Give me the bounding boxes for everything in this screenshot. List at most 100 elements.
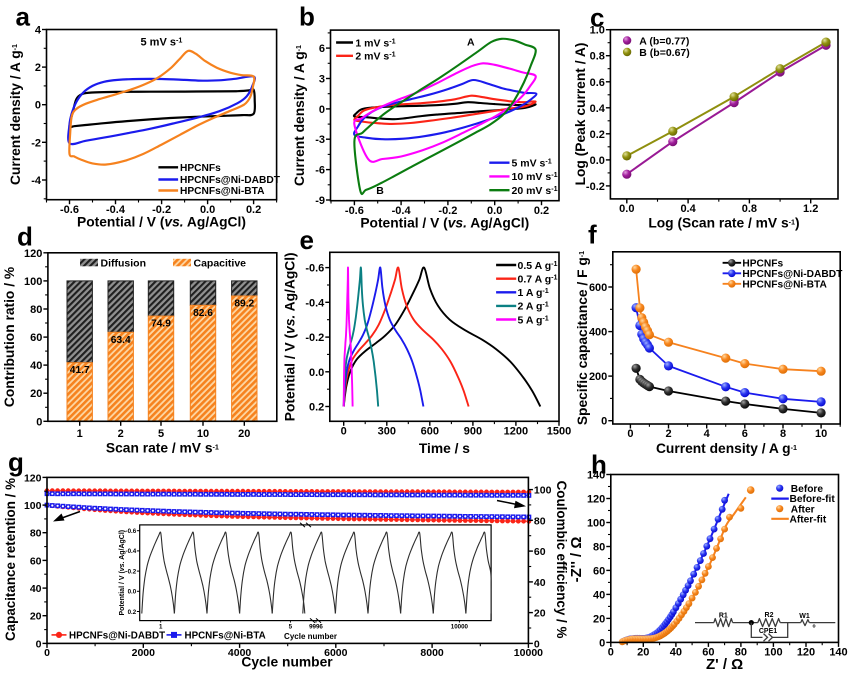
svg-text:Scan rate / mV s-1: Scan rate / mV s-1 — [106, 441, 219, 456]
svg-text:Coulombic efficiency / %: Coulombic efficiency / % — [554, 481, 569, 639]
svg-text:-6: -6 — [315, 165, 325, 177]
svg-text:200: 200 — [589, 371, 607, 383]
svg-text:900: 900 — [464, 426, 482, 438]
svg-text:80: 80 — [534, 515, 546, 527]
svg-text:8: 8 — [780, 428, 786, 440]
svg-text:-Z'' / Ω: -Z'' / Ω — [568, 537, 585, 583]
svg-text:80: 80 — [593, 542, 605, 554]
svg-text:-4: -4 — [31, 175, 42, 187]
svg-text:2000: 2000 — [132, 647, 156, 659]
svg-text:f: f — [588, 220, 597, 250]
svg-text:W1: W1 — [799, 613, 810, 620]
svg-text:80: 80 — [30, 528, 42, 540]
svg-text:5 A g-1: 5 A g-1 — [518, 313, 549, 326]
svg-text:A: A — [467, 37, 475, 49]
svg-text:3: 3 — [319, 74, 325, 86]
svg-text:e: e — [300, 225, 314, 255]
svg-text:0.0: 0.0 — [128, 589, 137, 596]
svg-text:20: 20 — [637, 647, 649, 659]
svg-text:40: 40 — [534, 577, 546, 589]
svg-text:1: 1 — [77, 428, 83, 440]
svg-text:Current density / A g-1: Current density / A g-1 — [656, 441, 797, 456]
svg-text:10: 10 — [197, 428, 209, 440]
svg-text:Potential / V (vs. Ag/AgCl): Potential / V (vs. Ag/AgCl) — [360, 216, 529, 231]
svg-text:80: 80 — [735, 647, 747, 659]
svg-text:A (b=0.77): A (b=0.77) — [639, 35, 689, 47]
svg-text:600: 600 — [421, 426, 439, 438]
svg-text:B: B — [376, 185, 384, 197]
svg-text:h: h — [591, 450, 607, 480]
svg-text:140: 140 — [587, 470, 605, 482]
svg-text:HPCNFs@Ni-BTA: HPCNFs@Ni-BTA — [180, 186, 265, 197]
svg-text:HPCNFs@Ni-BTA: HPCNFs@Ni-BTA — [742, 279, 827, 290]
svg-text:-0.6: -0.6 — [60, 204, 79, 216]
svg-text:Specific capacitance / F g-1: Specific capacitance / F g-1 — [575, 251, 590, 425]
svg-text:-0.6: -0.6 — [345, 205, 364, 217]
svg-text:6: 6 — [742, 428, 748, 440]
svg-text:0.0: 0.0 — [200, 204, 215, 216]
svg-text:100: 100 — [764, 647, 782, 659]
svg-text:R2: R2 — [765, 612, 774, 619]
svg-text:10: 10 — [815, 428, 827, 440]
svg-text:0: 0 — [627, 428, 633, 440]
svg-text:40: 40 — [30, 583, 42, 595]
svg-text:0.2: 0.2 — [246, 204, 261, 216]
svg-text:100: 100 — [24, 276, 42, 288]
svg-text:600: 600 — [589, 282, 607, 294]
svg-text:0: 0 — [608, 647, 614, 659]
svg-text:Diffusion: Diffusion — [101, 257, 147, 269]
svg-text:120: 120 — [24, 248, 42, 260]
svg-text:-0.4: -0.4 — [392, 205, 412, 217]
svg-text:120: 120 — [24, 472, 42, 484]
svg-text:After-fit: After-fit — [790, 514, 827, 525]
svg-text:g: g — [8, 447, 24, 477]
svg-text:Current density / A g-1: Current density / A g-1 — [8, 44, 23, 185]
svg-text:5: 5 — [289, 623, 293, 630]
svg-text:Contribution ratio / %: Contribution ratio / % — [2, 267, 17, 407]
svg-text:0.0: 0.0 — [619, 203, 634, 215]
svg-text:Before-fit: Before-fit — [790, 494, 836, 505]
svg-text:4000: 4000 — [228, 647, 252, 659]
svg-text:0.4: 0.4 — [590, 103, 606, 115]
svg-text:9996: 9996 — [309, 623, 323, 630]
svg-text:60: 60 — [534, 546, 546, 558]
svg-text:Capacitance retention / %: Capacitance retention / % — [3, 478, 18, 641]
svg-text:6: 6 — [319, 43, 325, 55]
svg-text:0.8: 0.8 — [742, 203, 757, 215]
svg-text:40: 40 — [30, 360, 42, 372]
svg-text:63.4: 63.4 — [111, 335, 131, 346]
svg-text:5 mV s-1: 5 mV s-1 — [141, 36, 183, 49]
svg-text:10 mV s-1: 10 mV s-1 — [512, 170, 558, 183]
svg-text:a: a — [16, 2, 31, 32]
svg-text:0.0: 0.0 — [487, 205, 502, 217]
svg-text:0: 0 — [44, 647, 50, 659]
svg-text:HPCNFs@Ni-DABDT: HPCNFs@Ni-DABDT — [742, 269, 843, 280]
svg-text:40: 40 — [670, 647, 682, 659]
svg-text:20 mV s-1: 20 mV s-1 — [512, 184, 558, 197]
svg-text:HPCNFs: HPCNFs — [180, 163, 221, 174]
svg-text:1500: 1500 — [547, 426, 571, 438]
svg-text:Cycle number: Cycle number — [241, 655, 333, 670]
svg-text:2: 2 — [118, 428, 124, 440]
svg-text:74.9: 74.9 — [151, 319, 171, 330]
svg-text:Time / s: Time / s — [419, 441, 470, 456]
svg-text:HPCNFs@Ni-DABDT: HPCNFs@Ni-DABDT — [180, 175, 281, 186]
svg-text:0.7 A g-1: 0.7 A g-1 — [518, 273, 558, 286]
svg-text:20: 20 — [534, 608, 546, 620]
svg-text:Before: Before — [791, 484, 824, 495]
svg-text:-0.4: -0.4 — [126, 548, 137, 555]
svg-text:20: 20 — [30, 388, 42, 400]
svg-text:-9: -9 — [315, 195, 325, 207]
svg-text:0.5 A g-1: 0.5 A g-1 — [518, 259, 558, 272]
svg-text:20: 20 — [30, 611, 42, 623]
svg-text:c: c — [590, 3, 604, 33]
svg-text:100: 100 — [587, 518, 605, 530]
svg-text:0: 0 — [341, 426, 347, 438]
svg-text:Cycle number: Cycle number — [284, 632, 337, 641]
svg-text:R1: R1 — [719, 613, 728, 620]
svg-text:80: 80 — [30, 304, 42, 316]
svg-text:8000: 8000 — [420, 647, 444, 659]
svg-text:5: 5 — [158, 428, 164, 440]
svg-text:CPE1: CPE1 — [759, 628, 777, 635]
svg-text:-0.2: -0.2 — [126, 568, 137, 575]
